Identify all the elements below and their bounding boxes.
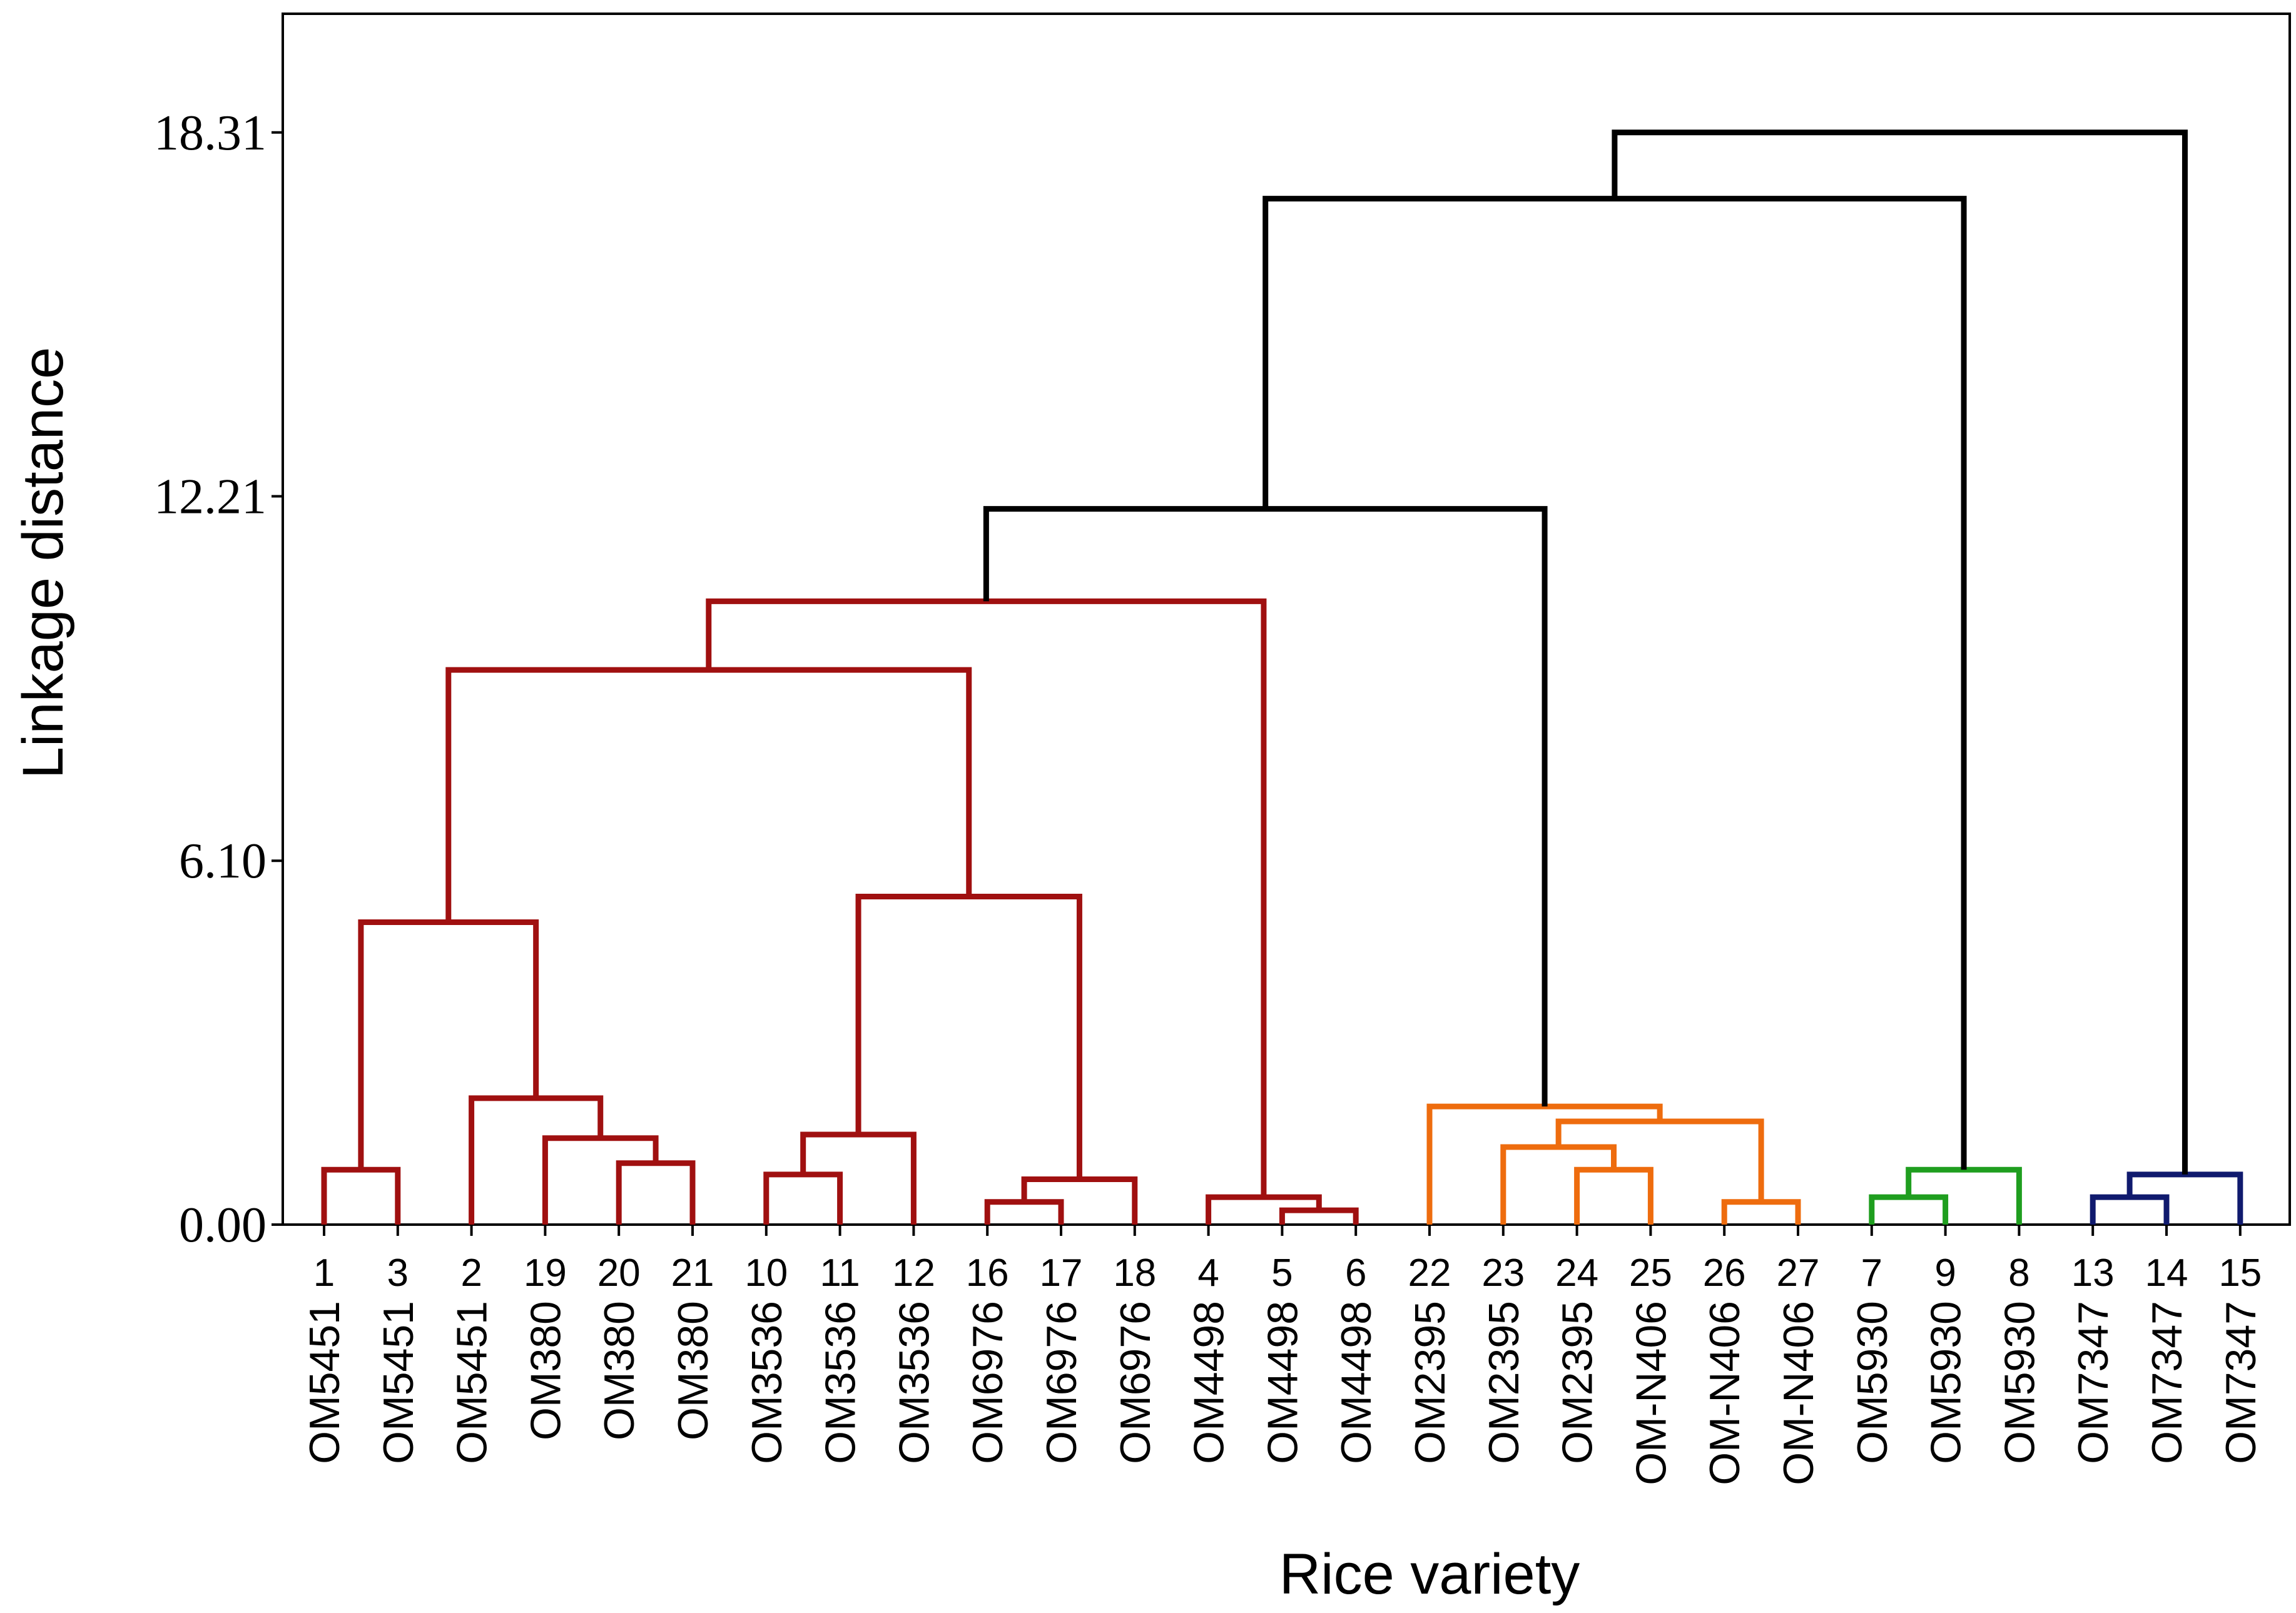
- leaf-id-label: 15: [2218, 1251, 2262, 1295]
- leaf-variety-label: OM4498: [1186, 1301, 1233, 1464]
- dendrogram-link-U: [1869, 1194, 1949, 1225]
- y-tick-label: 6.10: [179, 834, 267, 889]
- y-axis-label: Linkage distance: [11, 347, 75, 779]
- leaf-variety-label: OM3536: [743, 1301, 791, 1464]
- leaf-variety-label: OM2395: [1480, 1301, 1528, 1464]
- leaf-id-label: 21: [671, 1251, 714, 1295]
- leaf-id-label: 1: [313, 1251, 335, 1295]
- dendrogram-link-G: [800, 1131, 917, 1225]
- leaf-id-label: 11: [820, 1251, 860, 1295]
- leaf-id-label: 7: [1861, 1251, 1882, 1295]
- dendrogram-link-W: [1262, 196, 1967, 1170]
- y-tick-label: 12.21: [154, 470, 267, 525]
- dendrogram-link-D: [469, 1095, 604, 1225]
- leaf-id-label: 12: [892, 1251, 935, 1295]
- leaf-id-label: 5: [1271, 1251, 1293, 1295]
- leaf-id-label: 24: [1555, 1251, 1598, 1295]
- leaf-variety-label: OM7347: [2217, 1301, 2265, 1464]
- leaf-id-label: 13: [2071, 1251, 2115, 1295]
- dendrogram-link-K: [445, 667, 972, 923]
- leaf-id-label: 10: [744, 1251, 788, 1295]
- leaf-variety-label: OM-N406: [1701, 1301, 1749, 1485]
- x-axis-label: Rice variety: [1279, 1542, 1580, 1606]
- dendrogram-link-Z: [1612, 129, 2188, 1175]
- leaf-id-label: 22: [1408, 1251, 1451, 1295]
- leaf-id-label: 2: [460, 1251, 482, 1295]
- leaf-variety-label: OM3536: [890, 1301, 938, 1464]
- dendrogram-link-F: [763, 1171, 843, 1225]
- leaf-variety-label: OM-N406: [1775, 1301, 1822, 1485]
- leaf-id-label: 8: [2008, 1251, 2029, 1295]
- leaf-variety-label: OM3536: [817, 1301, 865, 1464]
- dendrogram-link-R: [1555, 1118, 1764, 1202]
- leaf-variety-label: OM6976: [1038, 1301, 1085, 1464]
- dendrogram-link-H: [984, 1199, 1064, 1225]
- leaf-id-label: 19: [524, 1251, 567, 1295]
- y-tick-label: 0.00: [179, 1198, 267, 1253]
- leaf-variety-label: OM5930: [1923, 1301, 1970, 1464]
- leaf-id-label: 9: [1934, 1251, 1956, 1295]
- dendrogram-link-Q: [1721, 1199, 1801, 1225]
- dendrogram-link-L: [1279, 1207, 1359, 1225]
- leaf-id-label: 3: [387, 1251, 409, 1295]
- dendrogram-link-P: [1500, 1144, 1617, 1225]
- leaf-id-label: 26: [1703, 1251, 1746, 1295]
- leaf-id-label: 16: [966, 1251, 1009, 1295]
- leaf-variety-label: OM6976: [964, 1301, 1012, 1464]
- leaf-id-label: 4: [1197, 1251, 1219, 1295]
- dendrogram-links: [321, 129, 2243, 1225]
- leaf-variety-label: OM5451: [375, 1301, 422, 1464]
- leaf-id-label: 20: [597, 1251, 641, 1295]
- leaf-variety-label: OM5451: [301, 1301, 348, 1464]
- y-axis: 0.00 6.10 12.21 18.31: [154, 106, 283, 1253]
- leaf-variety-label: OM380: [522, 1301, 569, 1440]
- leaf-id-label: 6: [1345, 1251, 1366, 1295]
- dendrogram-link-X: [2090, 1194, 2170, 1225]
- leaf-variety-label: OM4498: [1259, 1301, 1306, 1464]
- dendrogram-link-B: [616, 1160, 696, 1225]
- leaf-variety-label: OM380: [596, 1301, 643, 1440]
- leaf-variety-label: OM7347: [2143, 1301, 2191, 1464]
- dendrogram-link-A: [321, 1166, 401, 1225]
- leaf-variety-label: OM4498: [1333, 1301, 1380, 1464]
- y-tick-label: 18.31: [154, 106, 267, 161]
- leaf-variety-label: OM2395: [1406, 1301, 1454, 1464]
- dendrogram-link-O: [1574, 1166, 1653, 1225]
- leaf-variety-label: OM-N406: [1627, 1301, 1675, 1485]
- leaf-id-label: 14: [2145, 1251, 2188, 1295]
- leaf-variety-label: OM5451: [449, 1301, 496, 1464]
- leaf-variety-label: OM6976: [1112, 1301, 1159, 1464]
- leaf-labels: 1 OM5451 3 OM5451 2 OM5451 19 OM380 20 OM380 21 OM3…: [301, 1225, 2265, 1485]
- leaf-id-label: 27: [1777, 1251, 1820, 1295]
- dendrogram-link-E: [358, 919, 539, 1170]
- leaf-variety-label: OM5930: [1849, 1301, 1896, 1464]
- leaf-id-label: 23: [1481, 1251, 1525, 1295]
- leaf-variety-label: OM5930: [1996, 1301, 2043, 1464]
- leaf-variety-label: OM2395: [1554, 1301, 1602, 1464]
- plot-area-frame: [282, 13, 2291, 1226]
- leaf-variety-label: OM7347: [2070, 1301, 2117, 1464]
- dendrogram-link-C: [542, 1135, 659, 1225]
- leaf-id-label: 18: [1113, 1251, 1156, 1295]
- leaf-variety-label: OM380: [669, 1301, 717, 1440]
- leaf-id-label: 17: [1040, 1251, 1083, 1295]
- leaf-id-label: 25: [1629, 1251, 1672, 1295]
